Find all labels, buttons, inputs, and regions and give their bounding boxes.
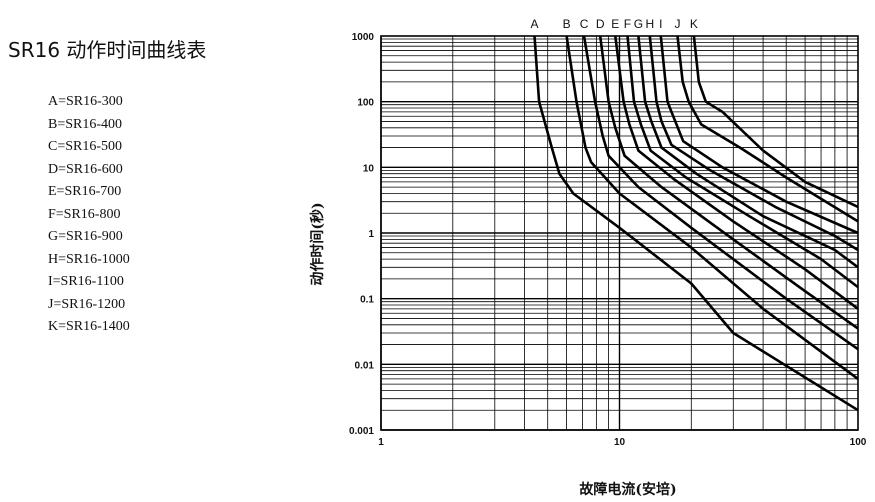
y-tick-label: 100 bbox=[357, 98, 374, 109]
curve-label: A bbox=[530, 17, 538, 31]
legend-item: E=SR16-700 bbox=[48, 184, 122, 199]
x-tick-label: 1 bbox=[378, 437, 384, 448]
curve-a bbox=[533, 35, 859, 412]
legend-item: C=SR16-500 bbox=[48, 139, 123, 154]
curve-label: I bbox=[659, 17, 662, 31]
x-tick-label: 10 bbox=[614, 437, 626, 448]
curve-legend: A=SR16-300 B=SR16-400 C=SR16-500 D=SR16-600… bbox=[48, 91, 130, 339]
page-title: SR16 动作时间曲线表 bbox=[8, 38, 207, 62]
legend-item: A=SR16-300 bbox=[48, 94, 123, 109]
y-axis-title: 动作时间(秒) bbox=[309, 202, 326, 285]
curve-label: E bbox=[611, 17, 619, 31]
curve-label: G bbox=[634, 17, 643, 31]
curve-label: K bbox=[690, 17, 698, 31]
y-tick-label: 0.1 bbox=[360, 295, 374, 306]
curve-d bbox=[598, 35, 859, 330]
y-tick-label: 0.01 bbox=[355, 360, 375, 371]
legend-item: K=SR16-1400 bbox=[48, 319, 130, 334]
x-tick-label: 100 bbox=[850, 437, 867, 448]
legend-item: G=SR16-900 bbox=[48, 229, 123, 244]
curve-k bbox=[692, 35, 859, 209]
curve-e bbox=[614, 35, 859, 310]
curve-h bbox=[648, 35, 859, 252]
y-tick-label: 1000 bbox=[352, 32, 375, 43]
curve-g bbox=[637, 35, 859, 269]
y-tick-label: 0.001 bbox=[349, 426, 374, 437]
curve-j bbox=[676, 35, 859, 223]
y-tick-label: 1 bbox=[368, 229, 374, 240]
legend-item: F=SR16-800 bbox=[48, 206, 121, 222]
chart-grid bbox=[380, 35, 859, 431]
curve-label: H bbox=[645, 17, 654, 31]
curve-label: D bbox=[596, 17, 605, 31]
chart-curves bbox=[533, 35, 859, 412]
curve-label: B bbox=[563, 17, 571, 31]
curve-label: F bbox=[624, 17, 631, 31]
curve-label: C bbox=[580, 17, 589, 31]
x-axis-title: 故障电流(安培) bbox=[579, 481, 676, 498]
curve-f bbox=[626, 35, 859, 289]
curve-c bbox=[582, 35, 859, 351]
curve-i bbox=[659, 35, 859, 235]
chart-labels: 1000 100 10 1 0.1 0.01 0.001 1 10 100 A B C D E F G H I J K bbox=[349, 17, 867, 448]
legend-item: H=SR16-1000 bbox=[48, 251, 130, 267]
legend-item: J=SR16-1200 bbox=[48, 296, 126, 312]
legend-item: I=SR16-1100 bbox=[48, 274, 124, 289]
y-tick-label: 10 bbox=[363, 163, 375, 174]
curve-label: J bbox=[674, 17, 680, 31]
legend-item: D=SR16-600 bbox=[48, 161, 123, 177]
curve-b bbox=[565, 35, 859, 380]
legend-item: B=SR16-400 bbox=[48, 116, 123, 132]
